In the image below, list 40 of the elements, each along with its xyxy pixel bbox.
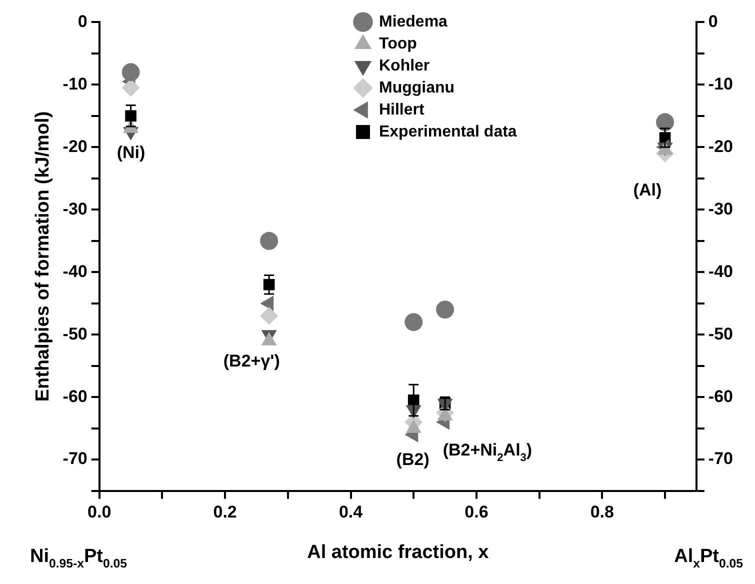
point: [656, 113, 674, 132]
annotation: (B2+γ'): [223, 352, 280, 371]
y2-tick-label: -70: [708, 449, 734, 468]
y-tick-label: 0: [78, 12, 88, 31]
annotation: (Ni): [116, 143, 146, 162]
x-tick-label: 0.8: [590, 502, 614, 522]
y2-tick-label: 0: [708, 12, 718, 31]
point: [122, 78, 140, 97]
point: [260, 306, 278, 325]
legend-label: Experimental data: [378, 123, 517, 140]
legend-label: Miedema: [378, 13, 448, 30]
y2-tick-label: -60: [708, 386, 734, 406]
annotation: (Al): [633, 180, 662, 200]
y2-tick-label: -20: [708, 136, 734, 156]
y-tick-label: -30: [62, 199, 88, 218]
point: [260, 232, 278, 250]
y-tick-label: -20: [62, 136, 88, 156]
y-axis-title: Enthalpies of formation (kJ/mol): [32, 111, 54, 402]
point: [436, 300, 454, 319]
y2-tick-label: -10: [708, 74, 734, 94]
y-tick-label: -60: [62, 386, 88, 406]
x-tick-label: 0.0: [88, 502, 112, 522]
y2-tick-label: -40: [708, 262, 734, 281]
x-axis-title: Al atomic fraction, x: [307, 542, 490, 563]
y2-tick-label: -50: [708, 324, 734, 344]
annotation: (B2): [396, 450, 430, 470]
y2-tick-label: -30: [708, 199, 734, 218]
y-tick-label: -10: [62, 74, 88, 94]
y-tick-label: -70: [62, 449, 88, 468]
x-tick-label: 0.2: [213, 502, 237, 522]
legend-label: Muggianu: [378, 79, 455, 96]
y-tick-label: -50: [62, 324, 88, 344]
point: [404, 313, 423, 332]
point: [122, 63, 140, 82]
y-tick-label: -40: [62, 262, 88, 281]
legend-label: Hillert: [378, 101, 425, 118]
x-tick-label: 0.6: [464, 502, 488, 522]
x-tick-label: 0.4: [338, 502, 364, 522]
legend-label: Toop: [378, 35, 418, 52]
legend-label: Kohler: [378, 57, 430, 74]
